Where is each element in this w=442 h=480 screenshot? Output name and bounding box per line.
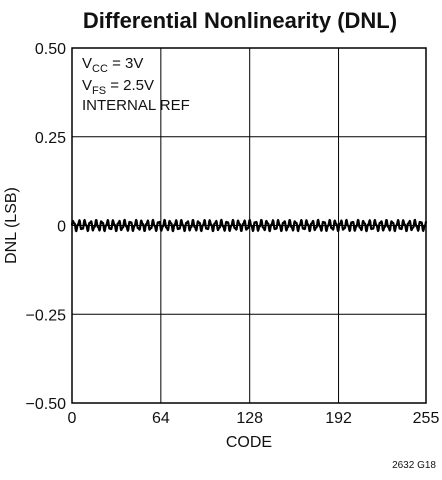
test-conditions: VCC = 3V VFS = 2.5V INTERNAL REF [82, 55, 190, 114]
x-axis-label: CODE [226, 434, 272, 451]
chart-title: Differential Nonlinearity (DNL) [83, 8, 397, 33]
y-tick-label: −0.25 [26, 307, 67, 324]
dnl-series-line [70, 218, 428, 233]
condition-vcc: VCC = 3V [82, 55, 143, 75]
condition-vfs: VFS = 2.5V [82, 77, 154, 97]
y-tick-labels: 0.50 0.25 0 −0.25 −0.50 [26, 41, 67, 413]
condition-ref: INTERNAL REF [82, 97, 190, 114]
y-tick-label: 0.50 [35, 41, 66, 58]
x-tick-label: 255 [413, 410, 440, 427]
y-tick-label: 0 [57, 219, 66, 236]
y-tick-label: 0.25 [35, 130, 66, 147]
y-axis-label: DNL (LSB) [3, 187, 20, 264]
figure-id: 2632 G18 [392, 460, 436, 471]
x-tick-label: 0 [68, 410, 77, 427]
x-tick-label: 192 [325, 410, 352, 427]
x-tick-label: 128 [236, 410, 263, 427]
y-tick-label: −0.50 [26, 396, 67, 413]
x-tick-label: 64 [152, 410, 170, 427]
x-tick-labels: 0 64 128 192 255 [68, 410, 440, 427]
